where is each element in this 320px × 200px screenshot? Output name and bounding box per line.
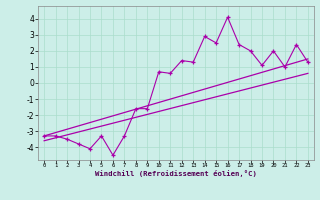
X-axis label: Windchill (Refroidissement éolien,°C): Windchill (Refroidissement éolien,°C) [95, 170, 257, 177]
